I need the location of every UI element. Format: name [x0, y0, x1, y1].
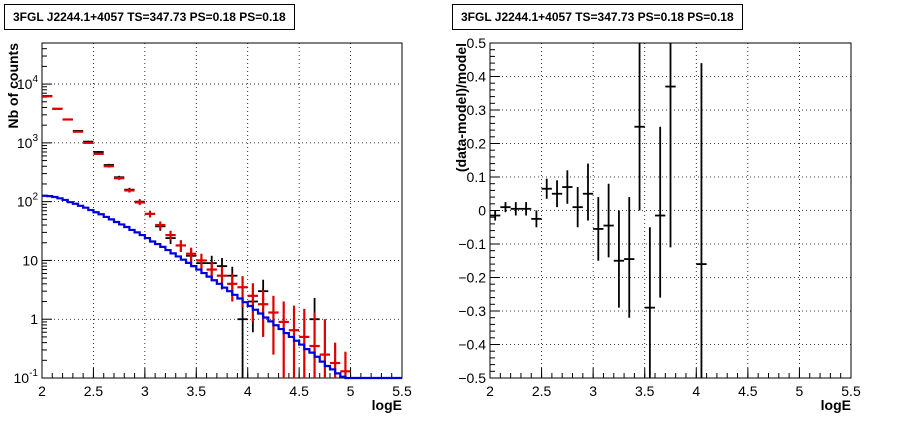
y-tick-label: 0	[478, 203, 486, 219]
x-tick-label: 5	[347, 383, 355, 399]
x-tick-label: 3.5	[635, 383, 655, 399]
residual-point	[624, 197, 635, 318]
model-point	[144, 211, 156, 217]
x-tick-label: 2	[486, 383, 494, 399]
residual-point	[541, 178, 552, 199]
y-tick-label: 10	[22, 252, 38, 268]
model-point	[340, 351, 351, 378]
residual-point	[490, 210, 501, 221]
residual-point	[510, 202, 521, 216]
y-tick-exponent: 4	[32, 74, 38, 85]
residual-point	[655, 126, 666, 298]
x-tick-label: 5.5	[841, 383, 861, 399]
y-tick-label: 0.1	[467, 169, 487, 185]
y-tick-label: 0.4	[467, 69, 487, 85]
y-tick-label: 0.3	[467, 102, 487, 118]
residual-point	[613, 210, 625, 308]
y-tick-label: 103	[17, 133, 39, 151]
model-point	[114, 176, 125, 180]
residual-point	[531, 210, 542, 228]
y-tick-label: 102	[17, 192, 39, 210]
residual-point	[500, 202, 511, 213]
y-tick-label: −0.3	[458, 303, 486, 319]
x-tick-label: 2.5	[84, 383, 104, 399]
residual-point	[562, 170, 573, 204]
model-point	[124, 188, 135, 193]
y-tick-exponent: 2	[32, 192, 38, 203]
x-tick-label: 4	[692, 383, 700, 399]
x-tick-label: 3	[141, 383, 149, 399]
model-point	[186, 247, 197, 262]
model-point	[278, 301, 289, 378]
y-tick-label: −0.1	[458, 236, 486, 252]
residual-point	[634, 43, 645, 211]
chart-panel-1: 2 2.5 3 3.5 4 4.5 5 5.5 −0.5 −0.4 −0.3 −0.2 −0.1 0 0.1…	[453, 35, 861, 413]
data-point	[93, 151, 104, 153]
residual-point	[603, 183, 614, 258]
model-point	[165, 230, 176, 241]
residual-point	[593, 197, 604, 261]
model-point	[134, 200, 145, 205]
x-tick-label: 5	[796, 383, 804, 399]
model-point	[93, 152, 104, 155]
residual-point	[582, 163, 594, 221]
x-tick-label: 2	[38, 383, 46, 399]
y-tick-exponent: 3	[32, 133, 38, 144]
y-tick-label: −0.5	[458, 370, 486, 386]
plot-frame	[41, 42, 403, 379]
residual-point	[572, 187, 583, 228]
x-tick-label: 4.5	[289, 383, 309, 399]
y-tick-label: 10-1	[14, 368, 39, 386]
model-point	[247, 283, 258, 322]
y-axis-title: (data-model)/model	[453, 43, 469, 172]
left-chart-title: 3FGL J2244.1+4057 TS=347.73 PS=0.18 PS=0…	[4, 4, 295, 30]
model-point	[72, 130, 84, 133]
y-tick-label: 1	[30, 311, 38, 327]
x-axis-title: logE	[821, 397, 851, 413]
model-point	[42, 95, 53, 98]
x-axis-title: logE	[372, 397, 402, 413]
model-point	[175, 240, 186, 252]
data-point	[237, 297, 248, 378]
residual-point	[665, 43, 676, 248]
series-residuals	[490, 43, 707, 378]
y-tick-label: 0.2	[467, 136, 487, 152]
residual-point	[520, 202, 532, 216]
y-tick-label: 0.5	[467, 35, 487, 51]
model-point	[83, 141, 94, 144]
model-point	[103, 165, 114, 168]
model-histogram-line	[42, 194, 402, 380]
series-model-histogram	[42, 194, 402, 380]
x-tick-label: 3	[589, 383, 597, 399]
series-model-points	[42, 95, 351, 378]
x-tick-label: 2.5	[532, 383, 552, 399]
x-tick-label: 4.5	[738, 383, 758, 399]
y-axis-title: Nb of counts	[5, 43, 21, 129]
residual-point	[644, 227, 656, 378]
x-tick-label: 4	[244, 383, 252, 399]
model-point	[309, 312, 320, 378]
x-tick-label: 3.5	[187, 383, 207, 399]
model-point	[196, 253, 207, 270]
model-point	[155, 221, 166, 230]
model-point	[227, 273, 238, 302]
y-tick-label: −0.2	[458, 270, 486, 286]
residual-point	[551, 180, 563, 208]
model-point	[52, 107, 63, 110]
right-chart-title: 3FGL J2244.1+4057 TS=347.73 PS=0.18 PS=0…	[452, 4, 743, 30]
model-point	[319, 319, 330, 378]
x-tick-label: 5.5	[392, 383, 412, 399]
residual-point	[696, 63, 707, 378]
model-point	[299, 308, 310, 378]
y-tick-exponent: -1	[29, 368, 38, 379]
model-point	[62, 118, 73, 121]
y-tick-label: −0.4	[458, 337, 486, 353]
